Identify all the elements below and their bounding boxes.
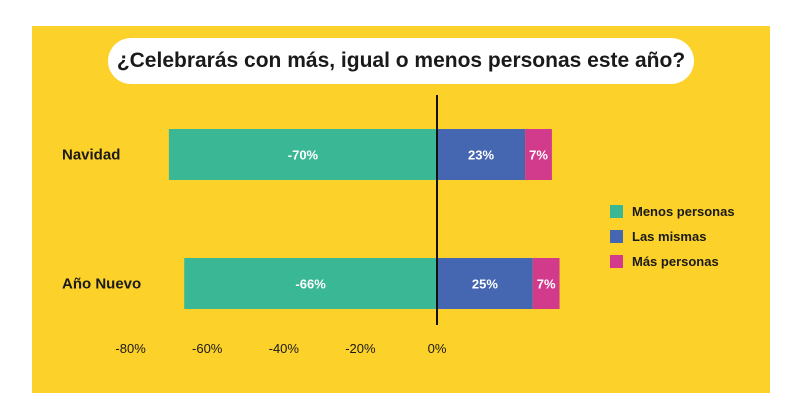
category-label-0: Navidad (62, 147, 120, 164)
x-tick-label-4: 0% (428, 341, 447, 356)
data-label-mismas-0: 23% (468, 148, 494, 163)
legend-item-mismas: Las mismas (610, 224, 735, 249)
chart-title: ¿Celebrarás con más, igual o menos perso… (116, 49, 686, 72)
bar-mismas-0 (437, 129, 526, 180)
bar-mas-0 (525, 129, 552, 180)
legend-item-menos: Menos personas (610, 199, 735, 224)
legend-swatch-mas (610, 255, 623, 268)
data-label-mas-0: 7% (529, 148, 548, 163)
legend-label-mas: Más personas (632, 254, 719, 269)
legend-swatch-mismas (610, 230, 623, 243)
x-tick-label-2: -40% (269, 341, 300, 356)
bar-mismas-1 (437, 258, 533, 309)
data-label-menos-1: -66% (295, 277, 326, 292)
bar-mas-1 (532, 258, 560, 309)
legend-label-mismas: Las mismas (632, 229, 707, 244)
data-label-mismas-1: 25% (472, 277, 498, 292)
bar-menos-0 (168, 129, 437, 180)
bar-menos-1 (184, 258, 437, 309)
x-tick-label-3: -20% (345, 341, 376, 356)
x-tick-label-1: -60% (192, 341, 223, 356)
chart-panel (32, 26, 770, 393)
legend-label-menos: Menos personas (632, 204, 735, 219)
category-label-1: Año Nuevo (62, 276, 141, 293)
chart-legend: Menos personas Las mismas Más personas (610, 199, 735, 274)
legend-swatch-menos (610, 205, 623, 218)
data-label-mas-1: 7% (537, 277, 556, 292)
x-tick-label-0: -80% (115, 341, 146, 356)
chart-title-pill: ¿Celebrarás con más, igual o menos perso… (108, 38, 694, 84)
data-label-menos-0: -70% (288, 148, 319, 163)
legend-item-mas: Más personas (610, 249, 735, 274)
